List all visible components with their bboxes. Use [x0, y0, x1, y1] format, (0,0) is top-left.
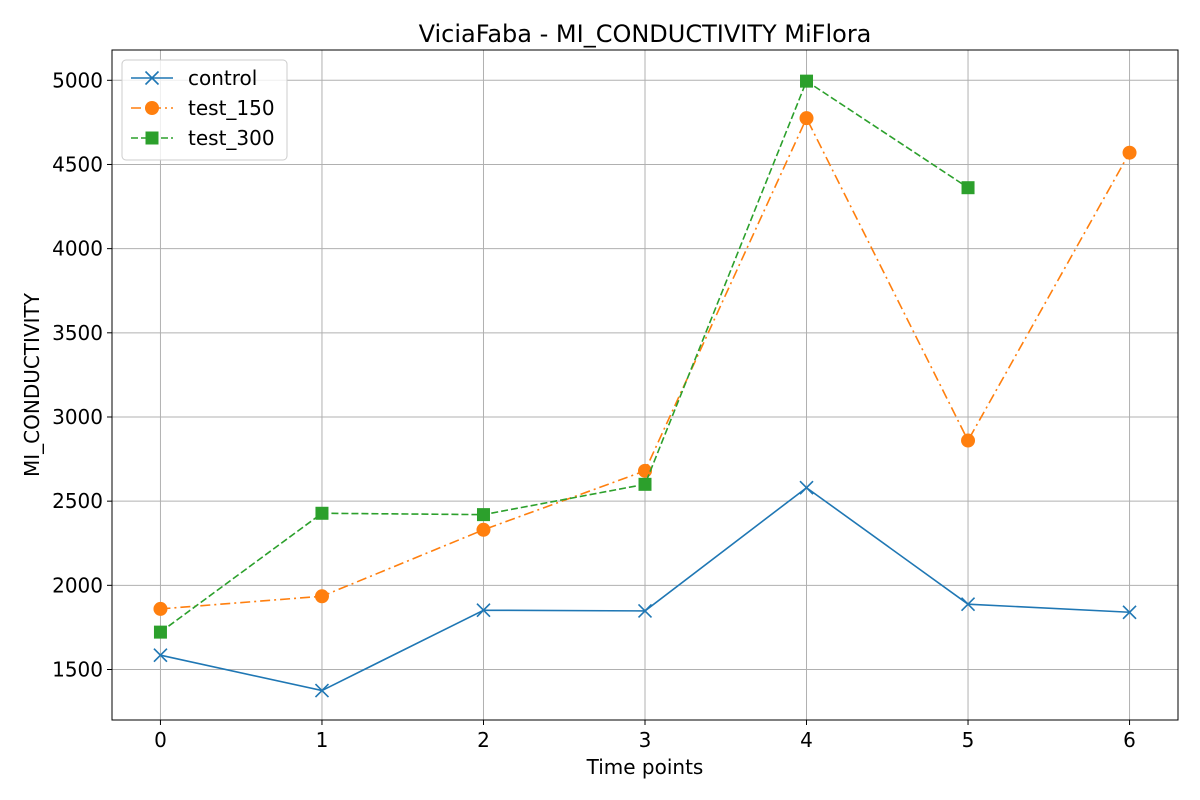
data-point-test_300 [315, 506, 329, 520]
x-tick-label: 3 [639, 728, 652, 752]
series-line-test_300 [159, 79, 969, 633]
data-point-test_300 [153, 625, 167, 639]
y-tick-label: 4500 [52, 152, 103, 176]
y-axis-label: MI_CONDUCTIVITY [20, 292, 44, 477]
data-point-test_150 [1122, 145, 1137, 160]
data-point-control [799, 480, 814, 495]
data-point-test_150 [961, 433, 976, 448]
data-point-control [960, 597, 976, 612]
y-tick-label: 4000 [52, 237, 103, 261]
data-point-test_300 [638, 477, 652, 491]
data-point-test_300 [800, 74, 814, 88]
data-point-control [1122, 605, 1137, 620]
legend-box [121, 59, 288, 161]
y-tick-label: 3500 [52, 321, 103, 345]
y-tick-label: 5000 [52, 68, 103, 92]
data-point-test_150 [153, 601, 168, 616]
legend-marker [145, 131, 159, 145]
data-point-control [153, 648, 168, 663]
data-point-control [637, 603, 653, 618]
legend-entry-test_150: test_150 [131, 96, 275, 120]
x-tick-label: 6 [1123, 728, 1136, 752]
legend-entry-test_300: test_300 [131, 126, 275, 150]
grid [112, 50, 1178, 720]
legend-label: test_300 [188, 126, 275, 150]
axis-ticks: 0 1 2 3 4 5 6 1500 2000 2500 3000 3500 4000 4500 5000 [52, 68, 1136, 752]
data-point-test_300 [476, 508, 490, 522]
legend-entry-control: control [131, 66, 257, 90]
x-tick-label: 4 [800, 728, 813, 752]
x-axis-label: Time points [586, 755, 704, 779]
data-point-test_150 [476, 522, 491, 537]
legend-marker [144, 70, 160, 86]
series-test_300 [153, 74, 975, 639]
data-point-control [476, 603, 491, 618]
legend-marker [145, 101, 159, 115]
data-point-test_300 [961, 181, 975, 195]
chart-title: ViciaFaba - MI_CONDUCTIVITY MiFlora [419, 20, 872, 48]
x-tick-label: 5 [962, 728, 975, 752]
y-tick-label: 1500 [52, 657, 103, 681]
y-tick-label: 2000 [52, 573, 103, 597]
x-tick-label: 1 [316, 728, 329, 752]
series-control [153, 480, 1137, 698]
legend: control test_150 test_300 [121, 59, 288, 161]
x-tick-label: 2 [477, 728, 490, 752]
legend-label: control [188, 66, 257, 90]
data-point-control [314, 683, 330, 698]
y-tick-label: 2500 [52, 489, 103, 513]
legend-label: test_150 [188, 96, 275, 120]
y-tick-label: 3000 [52, 405, 103, 429]
series-test_150 [153, 111, 1137, 616]
series-group [153, 74, 1137, 698]
data-point-test_150 [314, 589, 329, 604]
data-point-test_150 [799, 111, 814, 126]
x-tick-label: 0 [154, 728, 167, 752]
